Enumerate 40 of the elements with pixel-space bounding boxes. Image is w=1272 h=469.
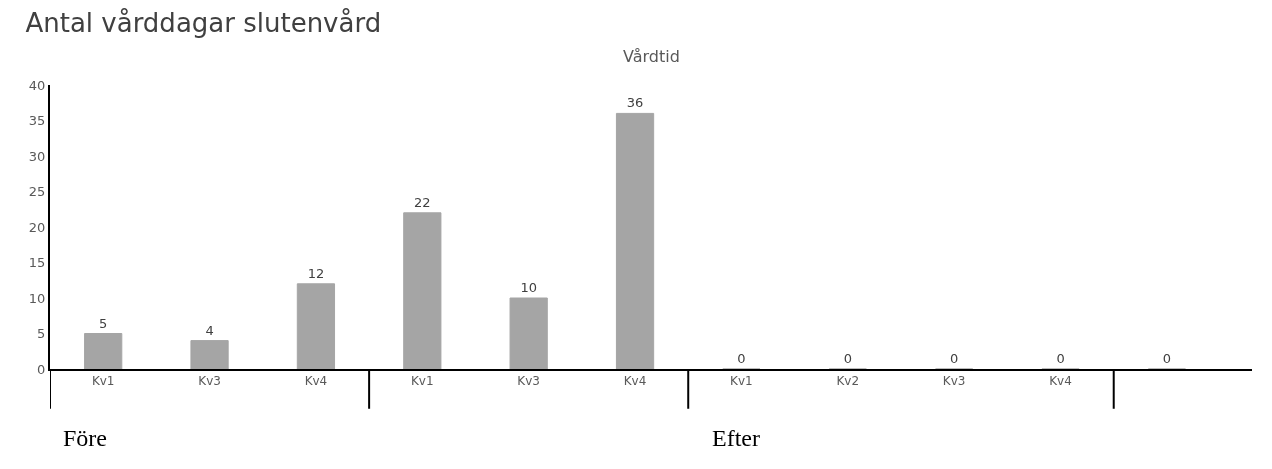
bar: [509, 297, 548, 369]
y-tick-label: 35: [28, 113, 46, 129]
chart-subtitle: Vårdtid: [623, 47, 680, 66]
chart-title: Antal vårddagar slutenvård: [25, 8, 382, 39]
bar: [296, 283, 336, 369]
y-tick-label: 15: [28, 255, 46, 271]
data-label: 12: [307, 265, 325, 281]
x-tick-label: Kv4: [304, 374, 328, 389]
x-tick-label: Kv1: [411, 374, 434, 389]
text: Efter: [712, 425, 760, 451]
x-tick-label: Kv2: [836, 374, 860, 389]
y-tick-label: 25: [28, 184, 46, 200]
y-tick-label: 40: [28, 77, 46, 93]
data-label: 0: [1056, 351, 1065, 366]
data-label: 5: [99, 315, 108, 331]
y-tick-label: 0: [37, 361, 46, 377]
bar: [615, 112, 655, 369]
y-tick-label: 20: [28, 219, 46, 235]
x-tick-label: Kv4: [1049, 374, 1072, 389]
x-tick-label: Kv3: [942, 374, 966, 389]
x-tick-label: Kv4: [623, 374, 647, 389]
x-tick-label: Kv1: [91, 374, 115, 389]
data-label: 0: [737, 351, 746, 366]
y-tick-label: 30: [28, 148, 46, 164]
x-tick-label: Kv1: [730, 374, 753, 389]
data-label: 22: [414, 194, 431, 210]
data-label: 10: [520, 280, 537, 295]
x-tick-label: Kv3: [198, 374, 221, 389]
data-label: 0: [950, 351, 959, 366]
data-label: 0: [843, 351, 852, 366]
data-label: 36: [626, 95, 644, 111]
bar: [84, 333, 123, 369]
text: Före: [63, 425, 107, 451]
y-tick-label: 5: [37, 326, 46, 342]
bar: [190, 340, 229, 369]
data-label: 4: [205, 322, 214, 338]
y-tick-label: 10: [28, 290, 46, 306]
bar: [403, 212, 442, 369]
data-label: 0: [1162, 351, 1172, 366]
x-tick-label: Kv3: [517, 374, 540, 389]
